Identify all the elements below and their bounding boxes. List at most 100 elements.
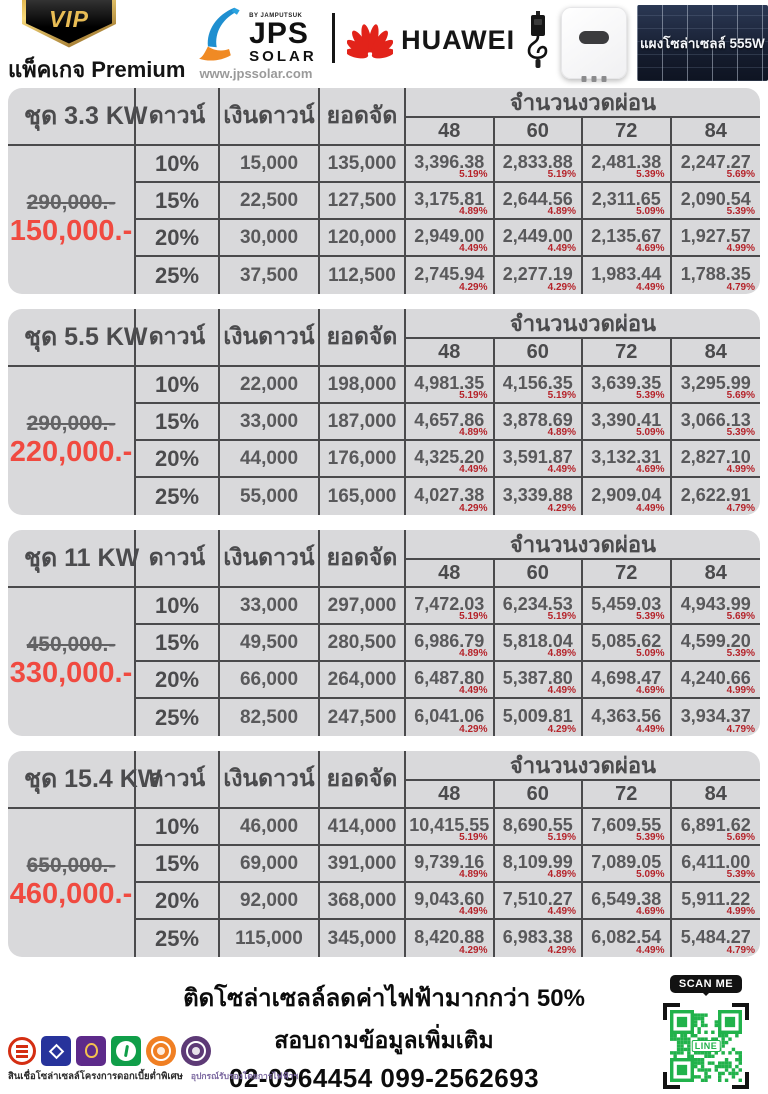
down-amount-cell: 22,500 — [220, 183, 320, 220]
monthly-payment: 2,833.88 — [502, 151, 573, 172]
monthly-payment: 2,622.91 — [680, 484, 751, 505]
col-header-term-60: 60 — [494, 781, 583, 809]
down-amount-cell: 82,500 — [220, 699, 320, 736]
pea-logo — [146, 1036, 176, 1066]
partner-logos-block: สินเชื่อโซล่าเซลล์โครงการดอกเบี้ยต่ำพิเศ… — [8, 1036, 298, 1084]
payment-cell: 2,644.56 4.89% — [494, 183, 583, 220]
interest-rate: 4.89% — [459, 427, 488, 438]
payment-cell: 7,472.03 5.19% — [406, 588, 495, 625]
scb-bank-logo — [76, 1036, 106, 1066]
solar-panel-caption: แผงโซล่าเซลล์ 555W — [639, 36, 765, 51]
monthly-payment: 4,943.99 — [680, 593, 751, 614]
interest-rate: 5.19% — [459, 832, 488, 843]
interest-rate: 5.39% — [636, 832, 665, 843]
payment-cell: 3,295.99 5.69% — [671, 367, 760, 404]
payment-cell: 6,549.38 4.69% — [583, 883, 672, 920]
down-percent-cell: 10% — [136, 146, 220, 183]
down-amount-cell: 55,000 — [220, 478, 320, 515]
payment-cell: 8,109.99 4.89% — [494, 846, 583, 883]
line-qr-block[interactable]: SCAN ME LINE — [656, 974, 756, 1089]
certification-caption: อุปกรณ์รับรองโดยการไฟฟ้าฯ — [190, 1071, 299, 1081]
interest-rate: 5.19% — [547, 390, 576, 401]
footer: ติดโซล่าเซลล์ลดค่าไฟฟ้ามากกว่า 50% สอบถา… — [0, 972, 768, 1093]
payment-cell: 2,481.38 5.39% — [583, 146, 672, 183]
monthly-payment: 9,739.16 — [414, 851, 485, 872]
promo-price: 220,000.- — [9, 436, 133, 469]
jps-name: JPS — [249, 16, 309, 50]
monthly-payment: 3,396.38 — [414, 151, 485, 172]
payment-cell: 3,639.35 5.39% — [583, 367, 672, 404]
financed-amount-cell: 187,000 — [320, 404, 406, 441]
package-label: แพ็คเกจ Premium — [8, 56, 186, 82]
col-header-down-percent: ดาวน์ — [136, 309, 220, 367]
col-header-term-72: 72 — [583, 118, 672, 146]
interest-rate: 5.09% — [636, 427, 665, 438]
payment-cell: 1,788.35 4.79% — [672, 257, 761, 294]
promo-price: 150,000.- — [9, 215, 133, 248]
interest-rate: 4.29% — [459, 503, 488, 514]
down-percent-cell: 25% — [136, 478, 220, 515]
payment-cell: 8,690.55 5.19% — [494, 809, 583, 846]
old-price: 290,000.- — [26, 191, 116, 215]
payment-cell: 5,009.81 4.29% — [495, 699, 583, 736]
interest-rate: 4.49% — [547, 685, 576, 696]
interest-rate: 5.19% — [459, 390, 488, 401]
interest-rate: 4.89% — [459, 869, 488, 880]
price-block: 290,000.- 220,000.- — [8, 367, 136, 515]
col-header-financed: ยอดจัด — [320, 88, 406, 146]
interest-rate: 5.39% — [726, 648, 755, 659]
interest-rate: 4.49% — [459, 243, 488, 254]
package-tables: ชุด 3.3 KW ดาวน์ เงินดาวน์ ยอดจัด จำนวนง… — [0, 86, 768, 957]
interest-rate: 5.19% — [459, 169, 488, 180]
payment-cell: 3,591.87 4.49% — [494, 441, 583, 478]
monthly-payment: 10,415.55 — [409, 814, 490, 835]
footer-subline: สอบถามข้อมูลเพิ่มเติม — [274, 1027, 494, 1053]
qr-code[interactable]: LINE — [663, 1003, 749, 1089]
monthly-payment: 3,066.13 — [680, 409, 751, 430]
financed-amount-cell: 368,000 — [320, 883, 406, 920]
monthly-payment: 7,472.03 — [414, 593, 485, 614]
monthly-payment: 6,986.79 — [414, 630, 485, 651]
monthly-payment: 9,043.60 — [414, 888, 485, 909]
payment-cell: 3,066.13 5.39% — [671, 404, 760, 441]
col-header-down-percent: ดาวน์ — [136, 530, 220, 588]
down-amount-cell: 92,000 — [220, 883, 320, 920]
col-header-down-amount: เงินดาวน์ — [220, 751, 320, 809]
qr-corner-bracket — [663, 1003, 680, 1020]
monthly-payment: 4,363.56 — [591, 705, 662, 726]
down-percent-cell: 10% — [136, 367, 220, 404]
interest-rate: 4.49% — [636, 282, 665, 293]
jps-subname: SOLAR — [249, 47, 317, 65]
monthly-payment: 2,311.65 — [591, 188, 661, 209]
bangkok-bank-logo — [41, 1036, 71, 1066]
interest-rate: 4.89% — [547, 427, 576, 438]
vip-package-block: VIP แพ็คเกจ Premium — [8, 0, 185, 87]
interest-rate: 5.09% — [636, 648, 665, 659]
interest-rate: 5.69% — [726, 611, 755, 622]
monthly-payment: 5,009.81 — [502, 705, 573, 726]
payment-cell: 2,247.27 5.69% — [671, 146, 760, 183]
payment-cell: 5,085.62 5.09% — [583, 625, 672, 662]
down-percent-cell: 10% — [136, 809, 220, 846]
payment-cell: 9,739.16 4.89% — [406, 846, 495, 883]
header-divider — [332, 13, 336, 63]
loan-caption: สินเชื่อโซล่าเซลล์โครงการดอกเบี้ยต่ำพิเศ… — [8, 1071, 183, 1082]
payment-cell: 2,090.54 5.39% — [671, 183, 760, 220]
interest-rate: 5.39% — [726, 206, 755, 217]
interest-rate: 5.39% — [636, 169, 665, 180]
down-percent-cell: 15% — [136, 404, 220, 441]
interest-rate: 4.29% — [547, 282, 576, 293]
payment-cell: 9,043.60 4.49% — [406, 883, 495, 920]
down-amount-cell: 15,000 — [220, 146, 320, 183]
interest-rate: 4.89% — [547, 648, 576, 659]
qr-pattern — [670, 1010, 742, 1082]
interest-rate: 4.89% — [547, 206, 576, 217]
package-title: ชุด 3.3 KW — [8, 88, 148, 146]
payment-cell: 5,484.27 4.79% — [672, 920, 761, 957]
monthly-payment: 6,234.53 — [502, 593, 573, 614]
kasikorn-bank-logo — [111, 1036, 141, 1066]
down-percent-cell: 15% — [136, 183, 220, 220]
financed-amount-cell: 198,000 — [320, 367, 406, 404]
optimizer-image — [525, 10, 551, 76]
payment-cell: 6,983.38 4.29% — [495, 920, 583, 957]
